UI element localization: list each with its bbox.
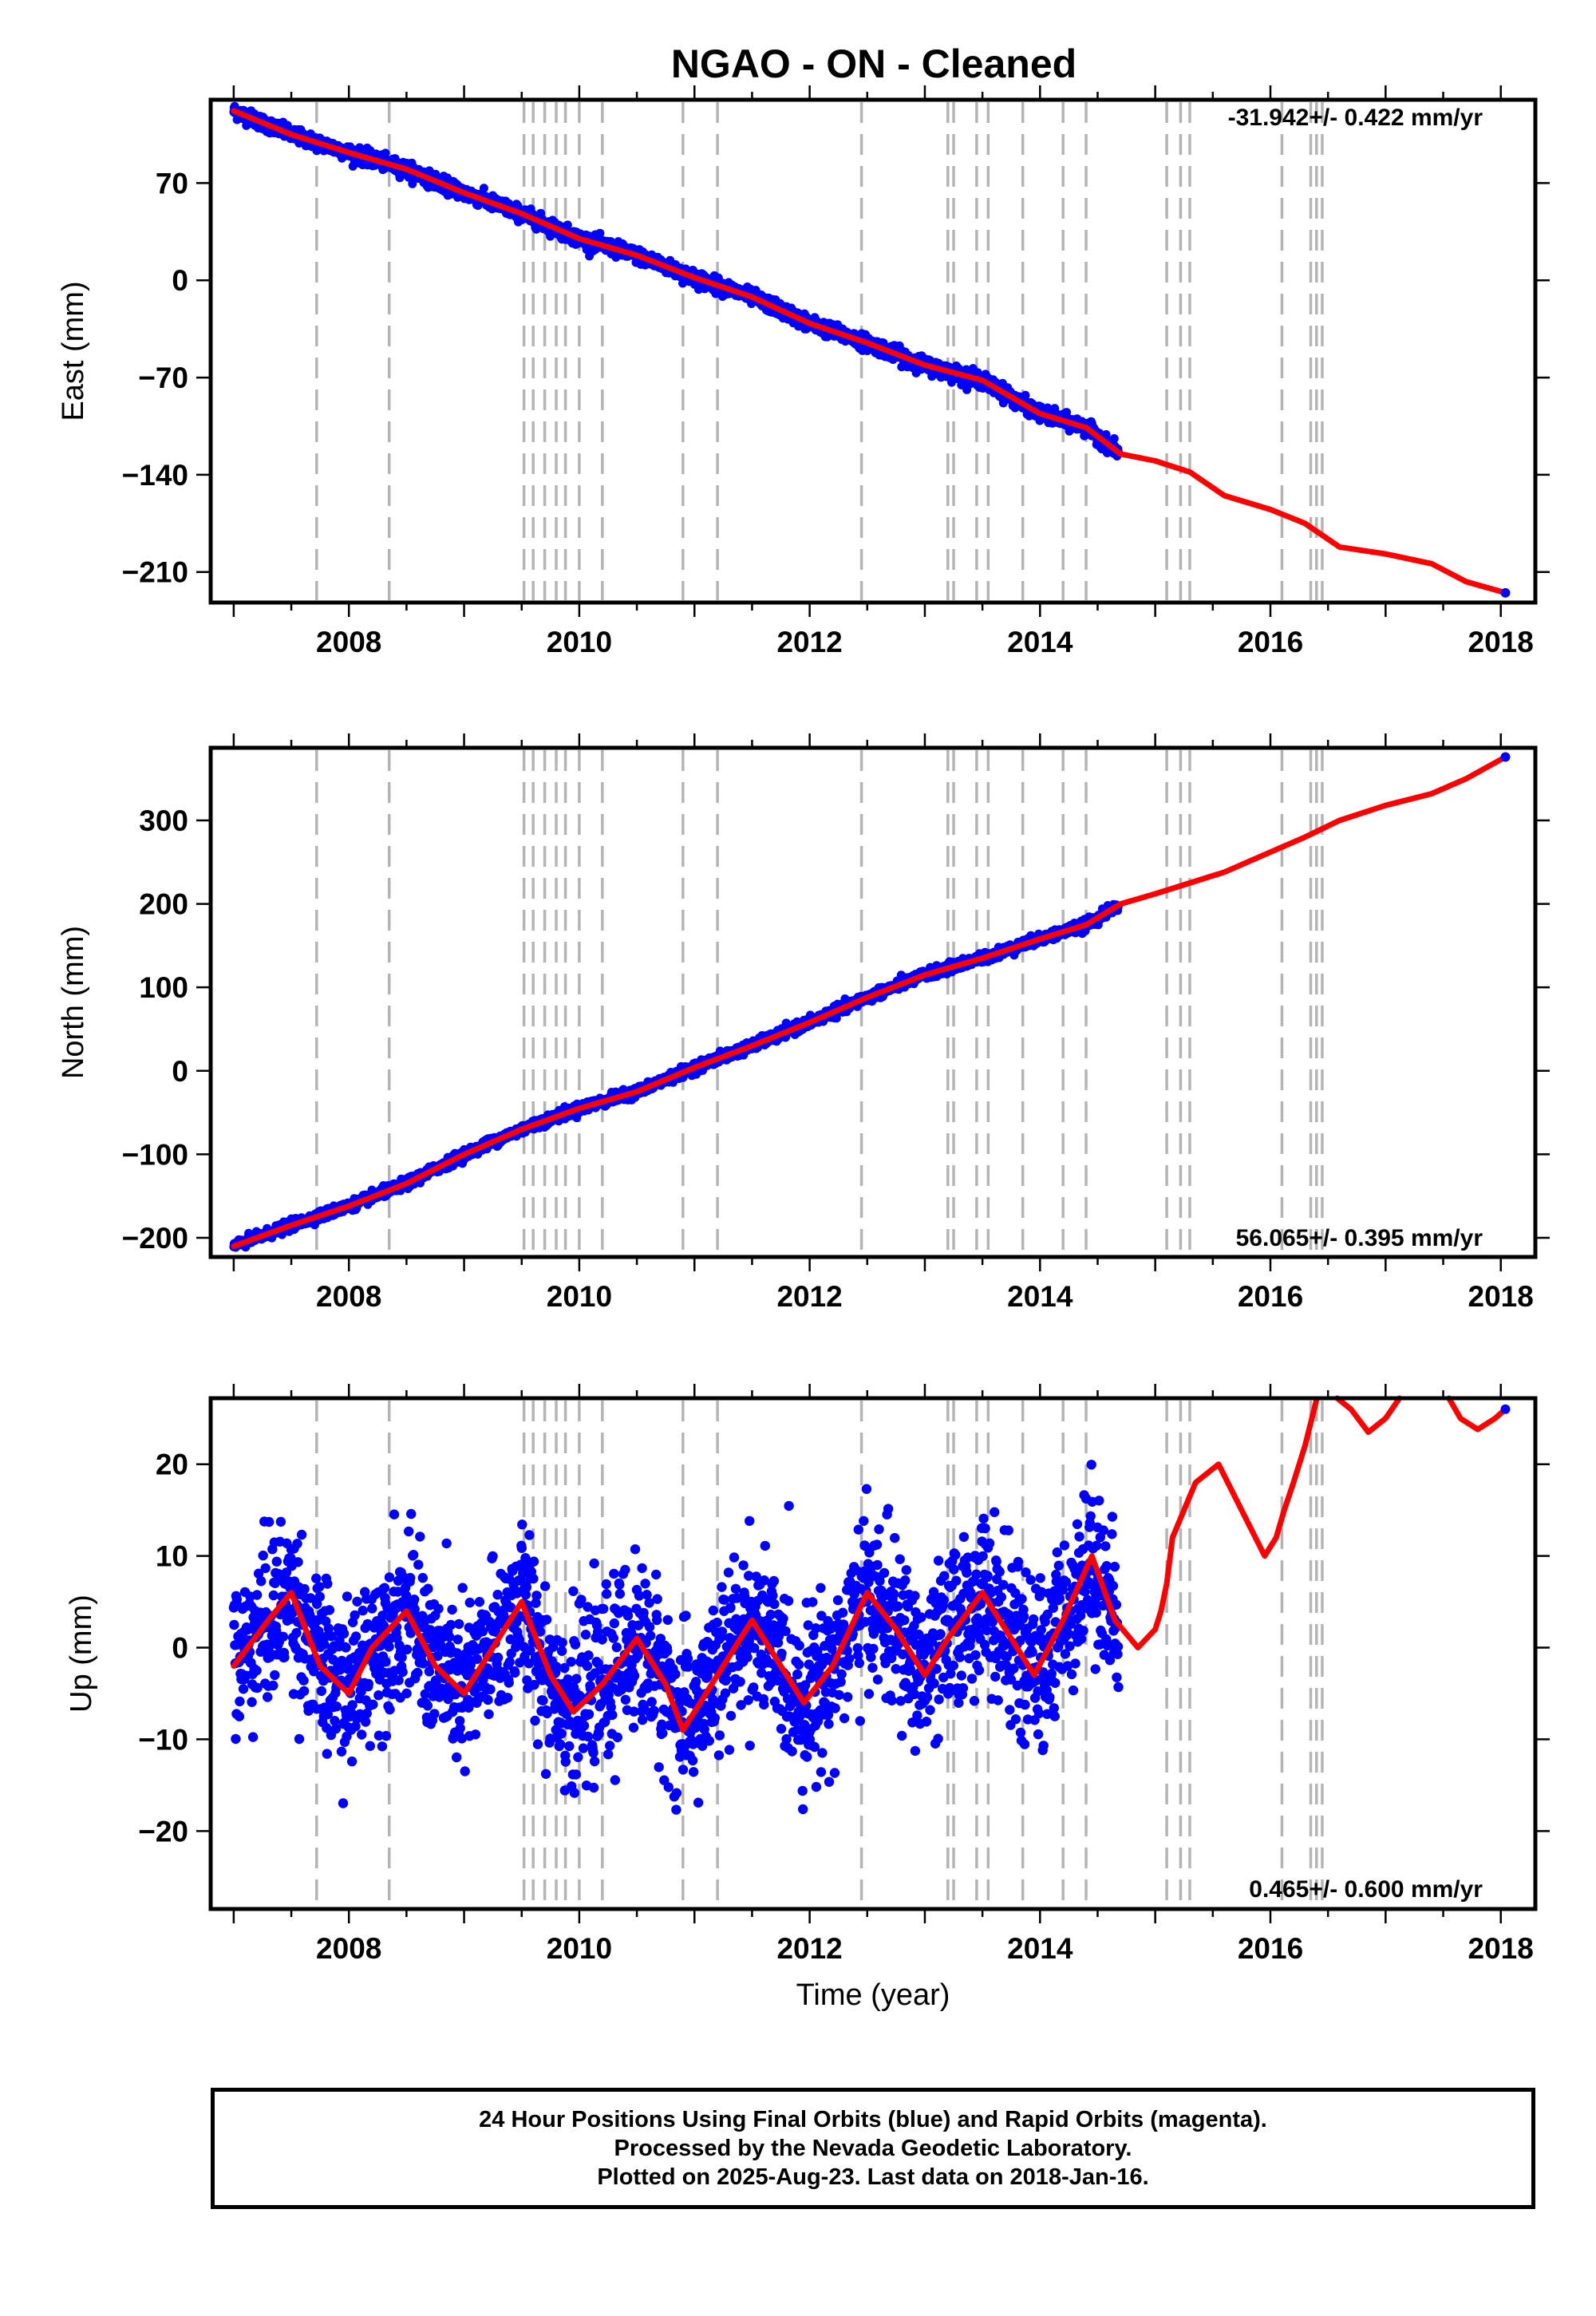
east-data-point [1021, 390, 1030, 400]
east-data-point [408, 179, 417, 188]
east-panel: −210 −140 −70 0 70 2008 2010 2012 2014 2016 2018 -… [57, 85, 1550, 658]
east-y-tick-label: 0 [172, 264, 188, 297]
east-data-point [479, 184, 488, 193]
east-y-tick-label: −70 [138, 362, 188, 394]
east-x-tick-label: 2012 [776, 626, 842, 658]
north-event-lines [315, 750, 1324, 1255]
east-x-tick-label: 2010 [547, 626, 612, 658]
east-x-tick-label: 2018 [1468, 626, 1534, 658]
east-y-tick-label: −210 [122, 556, 188, 589]
east-axis-label: East (mm) [57, 281, 90, 421]
east-y-tick-label: 70 [156, 167, 188, 200]
east-last-data-point [1500, 587, 1511, 598]
east-velocity-label: -31.942+/- 0.422 mm/yr [1228, 105, 1483, 131]
figure-title: NGAO - ON - Cleaned [671, 41, 1077, 86]
east-data-point [595, 228, 605, 238]
east-data-point [1062, 408, 1072, 417]
east-data-point [381, 148, 390, 158]
east-x-tick-label: 2016 [1238, 626, 1303, 658]
east-x-tick-label: 2008 [316, 626, 381, 658]
east-event-lines [315, 102, 1324, 600]
east-axis-ticks: −210 −140 −70 0 70 2008 2010 2012 2014 2016 2018 [122, 85, 1550, 658]
east-y-tick-label: −140 [122, 459, 188, 492]
east-x-tick-label: 2014 [1007, 626, 1073, 658]
